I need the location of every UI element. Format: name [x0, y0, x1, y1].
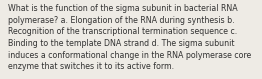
- Text: Recognition of the transcriptional termination sequence c.: Recognition of the transcriptional termi…: [8, 27, 237, 36]
- Text: What is the function of the sigma subunit in bacterial RNA: What is the function of the sigma subuni…: [8, 4, 237, 13]
- Text: induces a conformational change in the RNA polymerase core: induces a conformational change in the R…: [8, 51, 251, 60]
- Text: enzyme that switches it to its active form.: enzyme that switches it to its active fo…: [8, 62, 174, 71]
- Text: polymerase? a. Elongation of the RNA during synthesis b.: polymerase? a. Elongation of the RNA dur…: [8, 16, 234, 25]
- Text: Binding to the template DNA strand d. The sigma subunit: Binding to the template DNA strand d. Th…: [8, 39, 234, 48]
